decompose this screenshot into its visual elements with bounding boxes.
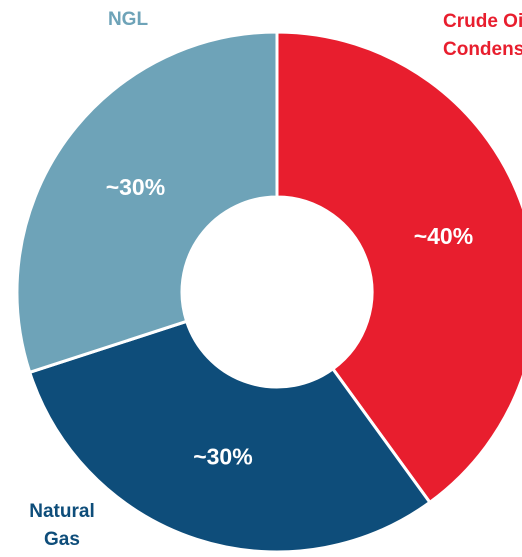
category-label: Gas xyxy=(44,529,80,550)
category-label: Crude Oil & xyxy=(443,11,522,32)
value-label: ~30% xyxy=(106,174,165,200)
category-label: Condensate xyxy=(443,39,522,60)
category-label: NGL xyxy=(108,9,149,30)
donut-slice xyxy=(27,319,432,554)
category-label: Natural xyxy=(29,501,94,522)
donut-slice xyxy=(275,30,522,505)
donut-slice xyxy=(15,30,279,375)
value-label: ~30% xyxy=(193,444,252,470)
value-label: ~40% xyxy=(414,223,473,249)
